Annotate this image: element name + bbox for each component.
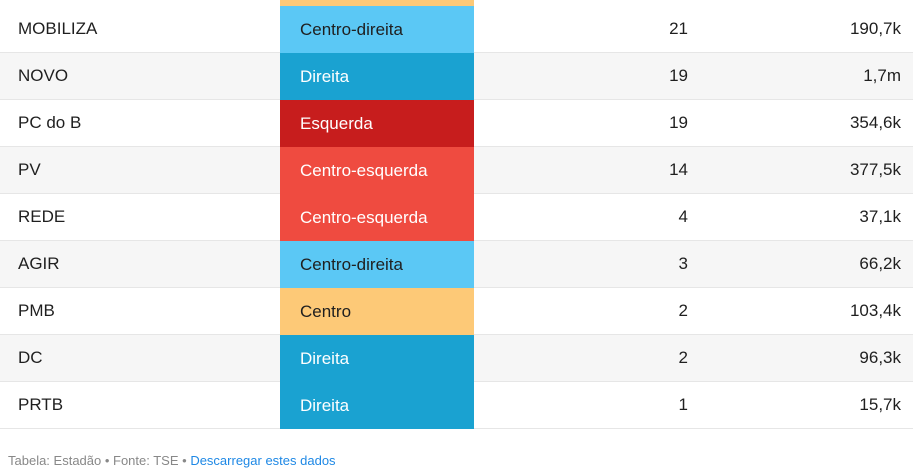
ideology-cell: Centro-direita bbox=[280, 241, 474, 288]
ideology-cell: Centro-esquerda bbox=[280, 194, 474, 241]
party-name-cell: DC bbox=[18, 348, 43, 367]
previous-row-ideology-strip bbox=[280, 0, 474, 6]
votes-cell: 190,7k bbox=[849, 19, 901, 38]
table-row: PRTB Direita 1 15,7k bbox=[0, 382, 913, 429]
deputies-count-cell: 2 bbox=[678, 301, 688, 320]
source-credit: Tabela: Estadão • Fonte: TSE • bbox=[8, 453, 191, 468]
deputies-count-cell: 19 bbox=[669, 66, 688, 85]
party-name-cell: MOBILIZA bbox=[18, 19, 98, 38]
deputies-count-cell: 21 bbox=[669, 19, 688, 38]
deputies-count-cell: 1 bbox=[678, 395, 688, 414]
table-row: REDE Centro-esquerda 4 37,1k bbox=[0, 194, 913, 241]
table-row: PV Centro-esquerda 14 377,5k bbox=[0, 147, 913, 194]
votes-cell: 96,3k bbox=[859, 348, 901, 367]
votes-cell: 103,4k bbox=[849, 301, 901, 320]
table-row: NOVO Direita 19 1,7m bbox=[0, 53, 913, 100]
table-row: PMB Centro 2 103,4k bbox=[0, 288, 913, 335]
ideology-cell: Direita bbox=[280, 335, 474, 382]
party-name-cell: PC do B bbox=[18, 113, 82, 132]
deputies-count-cell: 19 bbox=[669, 113, 688, 132]
deputies-count-cell: 3 bbox=[678, 254, 688, 273]
party-name-cell: PV bbox=[18, 160, 41, 179]
votes-cell: 1,7m bbox=[863, 66, 901, 85]
party-name-cell: PRTB bbox=[18, 395, 64, 414]
party-name-cell: REDE bbox=[18, 207, 66, 226]
party-name-cell: NOVO bbox=[18, 66, 69, 85]
ideology-cell: Direita bbox=[280, 53, 474, 100]
votes-cell: 354,6k bbox=[849, 113, 901, 132]
table-row: AGIR Centro-direita 3 66,2k bbox=[0, 241, 913, 288]
votes-cell: 15,7k bbox=[859, 395, 901, 414]
ideology-cell: Centro-esquerda bbox=[280, 147, 474, 194]
table-row: PC do B Esquerda 19 354,6k bbox=[0, 100, 913, 147]
table-row: DC Direita 2 96,3k bbox=[0, 335, 913, 382]
table-footer: Tabela: Estadão • Fonte: TSE • Descarreg… bbox=[8, 453, 336, 468]
deputies-count-cell: 14 bbox=[669, 160, 688, 179]
ideology-cell: Centro bbox=[280, 288, 474, 335]
ideology-cell: Esquerda bbox=[280, 100, 474, 147]
party-name-cell: AGIR bbox=[18, 254, 60, 273]
table-row: MOBILIZA Centro-direita 21 190,7k bbox=[0, 6, 913, 53]
ideology-cell: Centro-direita bbox=[280, 6, 474, 53]
votes-cell: 66,2k bbox=[859, 254, 901, 273]
votes-cell: 377,5k bbox=[849, 160, 901, 179]
votes-cell: 37,1k bbox=[859, 207, 901, 226]
download-data-link[interactable]: Descarregar estes dados bbox=[190, 453, 336, 468]
party-name-cell: PMB bbox=[18, 301, 55, 320]
ideology-cell: Direita bbox=[280, 382, 474, 429]
deputies-count-cell: 4 bbox=[678, 207, 688, 226]
deputies-count-cell: 2 bbox=[678, 348, 688, 367]
table-body: MOBILIZA Centro-direita 21 190,7k NOVO Direit… bbox=[0, 6, 913, 429]
